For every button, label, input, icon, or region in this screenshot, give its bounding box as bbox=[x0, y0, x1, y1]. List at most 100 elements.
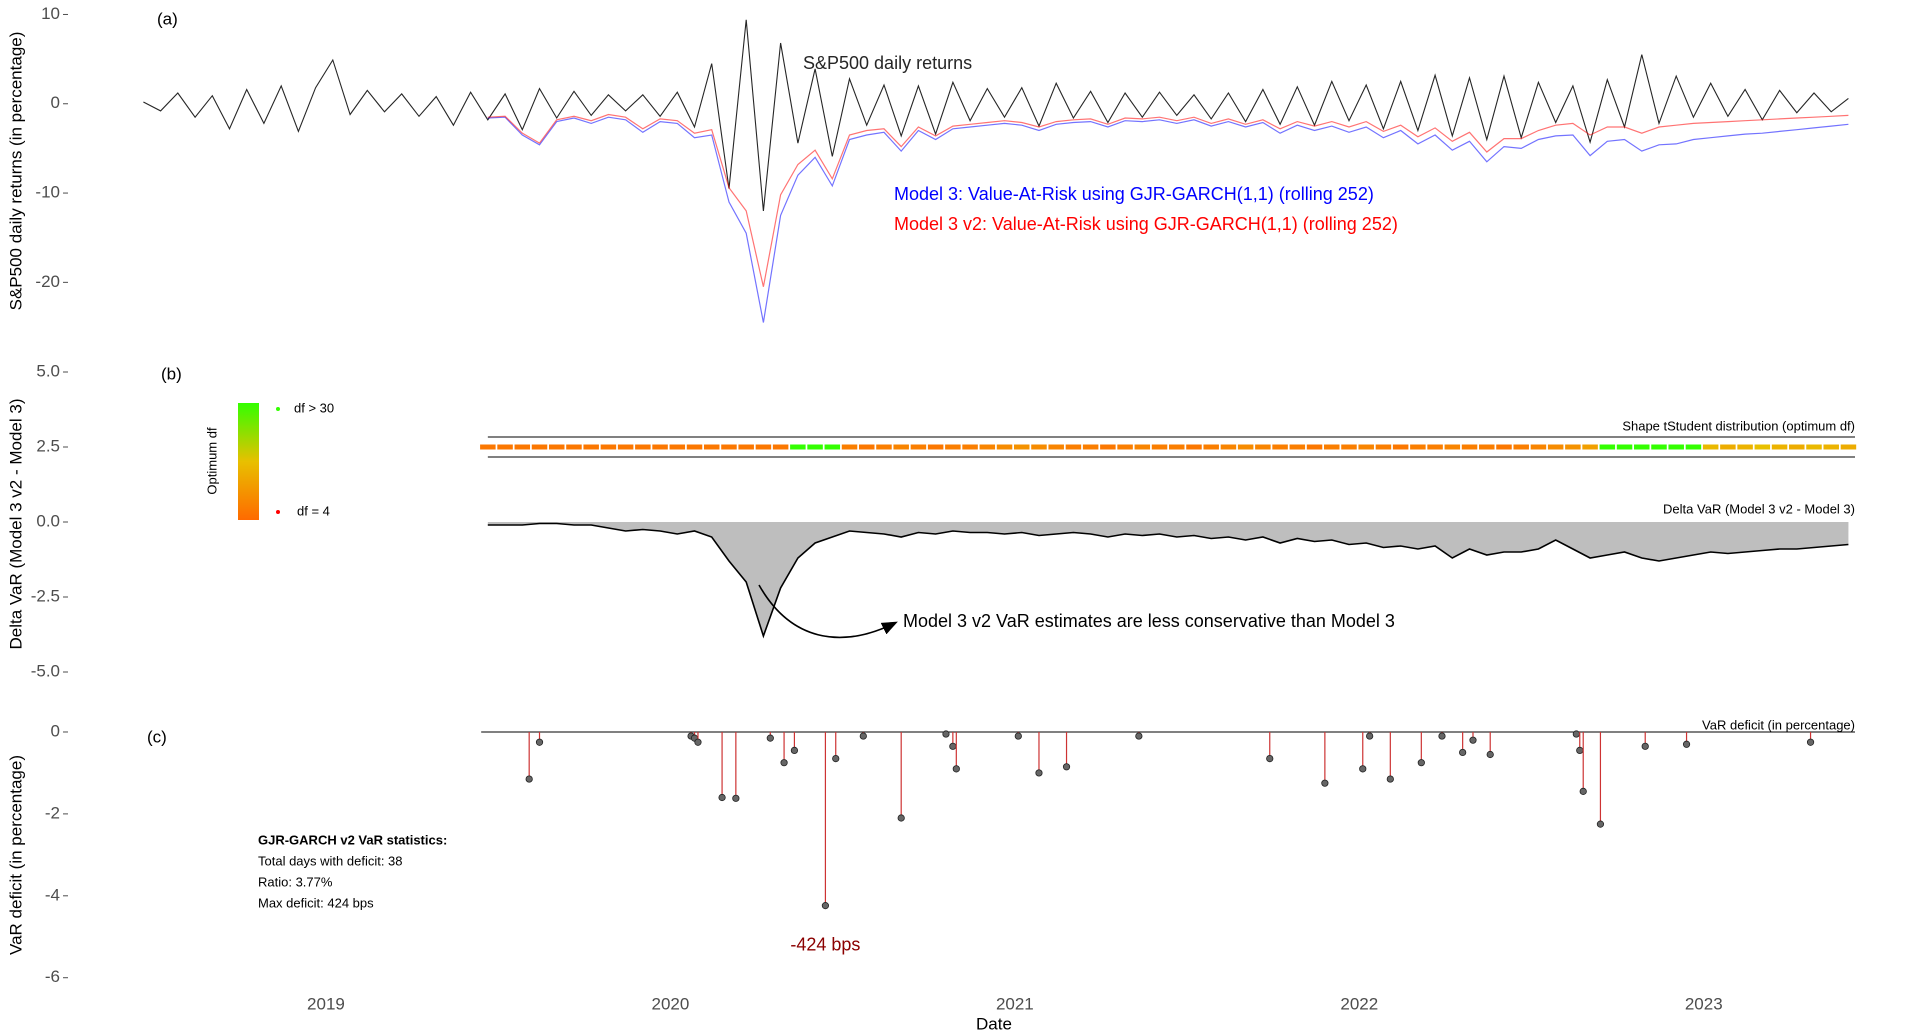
y-tick-label: 10 bbox=[41, 4, 60, 23]
df-point bbox=[945, 444, 961, 450]
df-point bbox=[1272, 444, 1288, 450]
df-point bbox=[600, 444, 617, 450]
y-tick-label: 0.0 bbox=[36, 511, 60, 530]
stats-line: Max deficit: 424 bps bbox=[258, 895, 374, 910]
panel-title: VaR deficit (in percentage) bbox=[1702, 717, 1855, 732]
df-point bbox=[1479, 444, 1495, 450]
df-point bbox=[1082, 444, 1099, 450]
arrow bbox=[758, 584, 898, 639]
panel-title: Delta VaR (Model 3 v2 - Model 3) bbox=[1663, 501, 1855, 516]
panel-label: (a) bbox=[157, 9, 178, 28]
stem-point bbox=[718, 793, 726, 802]
df-point bbox=[583, 444, 599, 450]
colorbar bbox=[238, 403, 259, 520]
df-point bbox=[1324, 444, 1340, 450]
annotation: Model 3 v2 VaR estimates are less conser… bbox=[903, 611, 1395, 631]
area-line bbox=[487, 522, 1849, 639]
df-point bbox=[1582, 444, 1598, 450]
df-point bbox=[703, 444, 720, 450]
stem-point bbox=[780, 759, 788, 767]
df-point bbox=[807, 444, 823, 450]
df-point bbox=[1616, 444, 1633, 450]
df-point bbox=[514, 444, 531, 450]
df-point bbox=[1547, 444, 1564, 450]
stats-title: GJR-GARCH v2 VaR statistics: bbox=[258, 832, 447, 847]
df-point bbox=[1444, 444, 1461, 450]
df-point bbox=[755, 444, 772, 450]
y-tick-label: 0 bbox=[51, 721, 60, 740]
stem-point bbox=[732, 794, 740, 802]
df-point bbox=[1048, 444, 1064, 450]
stem-point bbox=[1366, 732, 1374, 740]
stem-point bbox=[821, 902, 830, 910]
max-label: -424 bps bbox=[790, 934, 860, 954]
df-point bbox=[1806, 444, 1822, 450]
area bbox=[487, 522, 1849, 636]
df-point bbox=[1410, 444, 1426, 450]
df-point bbox=[1358, 444, 1374, 450]
df-point bbox=[1720, 444, 1736, 450]
df-point bbox=[1220, 444, 1237, 450]
stem-point bbox=[1486, 750, 1494, 759]
stem-point bbox=[766, 734, 774, 742]
y-tick-label: -20 bbox=[35, 272, 60, 291]
strip-title: Shape tStudent distribution (optimum df) bbox=[1622, 418, 1855, 433]
df-point bbox=[1255, 444, 1271, 450]
df-point bbox=[1117, 444, 1133, 450]
df-point bbox=[962, 444, 978, 450]
panel-label: (b) bbox=[161, 364, 182, 383]
series-line bbox=[487, 116, 1849, 323]
stem-point bbox=[790, 746, 799, 755]
df-point bbox=[1823, 444, 1839, 450]
df-point bbox=[1634, 444, 1650, 450]
stem-point bbox=[832, 755, 840, 763]
stem-point bbox=[1386, 775, 1394, 783]
legend-label: df > 30 bbox=[294, 400, 334, 415]
y-tick-label: 5.0 bbox=[36, 361, 60, 380]
stats-line: Ratio: 3.77% bbox=[258, 874, 333, 889]
df-point bbox=[1599, 444, 1616, 450]
df-point bbox=[721, 444, 737, 450]
stats-line: Total days with deficit: 38 bbox=[258, 853, 403, 868]
df-point bbox=[1754, 444, 1771, 450]
stem-point bbox=[1062, 763, 1071, 771]
df-point bbox=[1306, 444, 1323, 450]
panel-label: (c) bbox=[147, 727, 167, 746]
y-tick-label: 2.5 bbox=[36, 436, 60, 455]
df-point bbox=[1565, 444, 1581, 450]
legend-label: S&P500 daily returns bbox=[803, 53, 972, 73]
legend-label: df = 4 bbox=[297, 503, 330, 518]
stem-point bbox=[525, 775, 533, 783]
df-point bbox=[531, 444, 548, 450]
df-point bbox=[1341, 444, 1357, 450]
legend-label: Model 3 v2: Value-At-Risk using GJR-GARC… bbox=[894, 214, 1398, 234]
df-point bbox=[772, 444, 789, 450]
stem-point bbox=[1459, 748, 1467, 757]
df-point bbox=[1134, 444, 1151, 450]
stem-point bbox=[1469, 736, 1477, 744]
df-point bbox=[1065, 444, 1082, 450]
stem-point bbox=[1682, 740, 1691, 748]
df-point bbox=[910, 444, 927, 450]
stem-point bbox=[1576, 746, 1584, 755]
df-point bbox=[979, 444, 996, 450]
df-point bbox=[566, 444, 582, 450]
df-point bbox=[497, 444, 513, 450]
df-point bbox=[1289, 444, 1306, 450]
stem-point bbox=[952, 765, 960, 773]
df-point bbox=[893, 444, 909, 450]
df-point bbox=[876, 444, 892, 450]
stem-point bbox=[1359, 765, 1367, 773]
df-point bbox=[841, 444, 858, 450]
df-point bbox=[617, 444, 634, 450]
y-tick-label: -2.5 bbox=[31, 586, 60, 605]
stem-point bbox=[1266, 755, 1274, 763]
stem-point bbox=[1321, 779, 1329, 787]
y-axis-title: Delta VaR (Model 3 v2 - Model 3) bbox=[6, 398, 25, 649]
stem-point bbox=[942, 730, 950, 738]
df-point bbox=[1427, 444, 1443, 450]
x-axis-title: Date bbox=[976, 1014, 1012, 1033]
df-point bbox=[738, 444, 754, 450]
stem-point bbox=[1806, 738, 1815, 746]
